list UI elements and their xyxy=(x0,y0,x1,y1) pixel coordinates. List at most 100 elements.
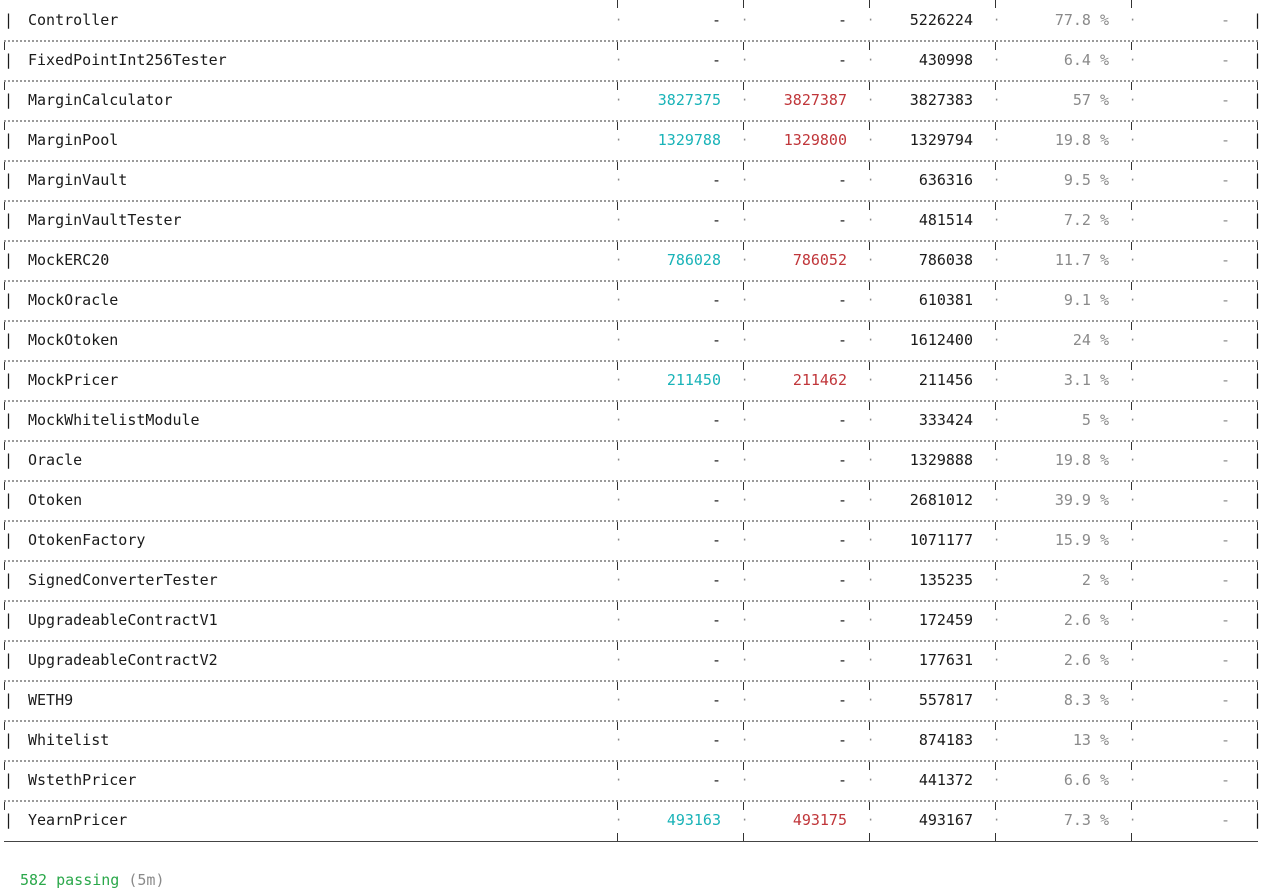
divider-junction xyxy=(617,82,618,90)
divider-junction xyxy=(743,602,744,610)
avg-gas: 1071177 xyxy=(909,531,973,549)
divider-junction xyxy=(743,762,744,770)
column-separator: · xyxy=(615,533,623,547)
edge-junction xyxy=(4,42,5,50)
column-separator: · xyxy=(741,133,749,147)
edge-junction xyxy=(4,122,5,130)
bottom-junction xyxy=(1131,833,1132,841)
row-right-border: | xyxy=(1253,411,1263,429)
divider-junction xyxy=(617,442,618,450)
column-separator: · xyxy=(741,293,749,307)
divider-junction xyxy=(617,362,618,370)
column-separator: · xyxy=(993,213,1001,227)
divider-junction xyxy=(869,202,870,210)
max-gas: - xyxy=(837,531,847,549)
row-right-border: | xyxy=(1253,131,1263,149)
column-separator: · xyxy=(993,813,1001,827)
avg-gas: 636316 xyxy=(918,171,973,189)
row-right-border: | xyxy=(1253,371,1263,389)
table-row: | | · · · · · MockPricer 211450 211462 211456 3.1 %… xyxy=(0,369,1266,391)
max-gas: - xyxy=(837,11,847,29)
column-separator: · xyxy=(615,213,623,227)
min-gas: 211450 xyxy=(666,371,721,389)
divider-junction xyxy=(869,642,870,650)
usd-cost: - xyxy=(1220,51,1230,69)
edge-junction xyxy=(4,402,5,410)
row-right-border: | xyxy=(1253,651,1263,669)
table-row: | | · · · · · Otoken - - 2681012 39.9 % - xyxy=(0,489,1266,511)
usd-cost: - xyxy=(1220,531,1230,549)
column-separator: · xyxy=(1129,453,1137,467)
divider-junction xyxy=(1131,522,1132,530)
edge-junction xyxy=(4,242,5,250)
row-divider xyxy=(4,680,1258,682)
row-right-border: | xyxy=(1253,531,1263,549)
edge-junction xyxy=(4,362,5,370)
max-gas: - xyxy=(837,331,847,349)
edge-junction xyxy=(1257,562,1258,570)
column-separator: · xyxy=(867,733,875,747)
row-divider xyxy=(4,360,1258,362)
column-separator: · xyxy=(867,13,875,27)
divider-junction xyxy=(1131,802,1132,810)
max-gas: - xyxy=(837,691,847,709)
edge-junction xyxy=(4,762,5,770)
usd-cost: - xyxy=(1220,691,1230,709)
column-separator: · xyxy=(867,293,875,307)
row-left-border: | xyxy=(4,491,14,509)
divider-junction xyxy=(869,162,870,170)
column-separator: · xyxy=(993,573,1001,587)
divider-junction xyxy=(743,682,744,690)
usd-cost: - xyxy=(1220,291,1230,309)
divider-junction xyxy=(995,322,996,330)
usd-cost: - xyxy=(1220,811,1230,829)
column-separator: · xyxy=(1129,493,1137,507)
divider-junction xyxy=(995,82,996,90)
test-summary: 582 passing (5m) xyxy=(20,869,165,891)
table-row: | | · · · · · MockWhitelistModule - - 333424 5 % - xyxy=(0,409,1266,431)
usd-cost: - xyxy=(1220,451,1230,469)
row-right-border: | xyxy=(1253,571,1263,589)
block-limit-percent: 2.6 % xyxy=(1063,611,1109,629)
column-separator: · xyxy=(615,373,623,387)
block-limit-percent: 3.1 % xyxy=(1063,371,1109,389)
column-separator: · xyxy=(993,253,1001,267)
divider-junction xyxy=(869,802,870,810)
avg-gas: 177631 xyxy=(918,651,973,669)
max-gas: 1329800 xyxy=(783,131,847,149)
top-junction xyxy=(869,0,870,8)
table-row: | | · · · · · MockOracle - - 610381 9.1 % - xyxy=(0,289,1266,311)
usd-cost: - xyxy=(1220,251,1230,269)
divider-junction xyxy=(1131,202,1132,210)
avg-gas: 172459 xyxy=(918,611,973,629)
block-limit-percent: 6.6 % xyxy=(1063,771,1109,789)
min-gas: - xyxy=(711,531,721,549)
edge-junction xyxy=(1257,802,1258,810)
column-separator: · xyxy=(1129,413,1137,427)
edge-junction xyxy=(4,682,5,690)
edge-junction xyxy=(1257,282,1258,290)
avg-gas: 441372 xyxy=(918,771,973,789)
column-separator: · xyxy=(993,613,1001,627)
divider-junction xyxy=(869,122,870,130)
edge-junction xyxy=(1257,722,1258,730)
edge-junction xyxy=(1257,162,1258,170)
divider-junction xyxy=(743,802,744,810)
column-separator: · xyxy=(741,533,749,547)
bottom-junction xyxy=(617,833,618,841)
column-separator: · xyxy=(615,813,623,827)
min-gas: - xyxy=(711,411,721,429)
column-separator: · xyxy=(615,693,623,707)
column-separator: · xyxy=(993,13,1001,27)
divider-junction xyxy=(743,82,744,90)
row-left-border: | xyxy=(4,771,14,789)
column-separator: · xyxy=(1129,613,1137,627)
divider-junction xyxy=(743,202,744,210)
column-separator: · xyxy=(741,493,749,507)
column-separator: · xyxy=(993,653,1001,667)
usd-cost: - xyxy=(1220,411,1230,429)
divider-junction xyxy=(617,402,618,410)
block-limit-percent: 9.5 % xyxy=(1063,171,1109,189)
row-right-border: | xyxy=(1253,251,1263,269)
table-row: | | · · · · · Controller - - 5226224 77.8 % - xyxy=(0,9,1266,31)
